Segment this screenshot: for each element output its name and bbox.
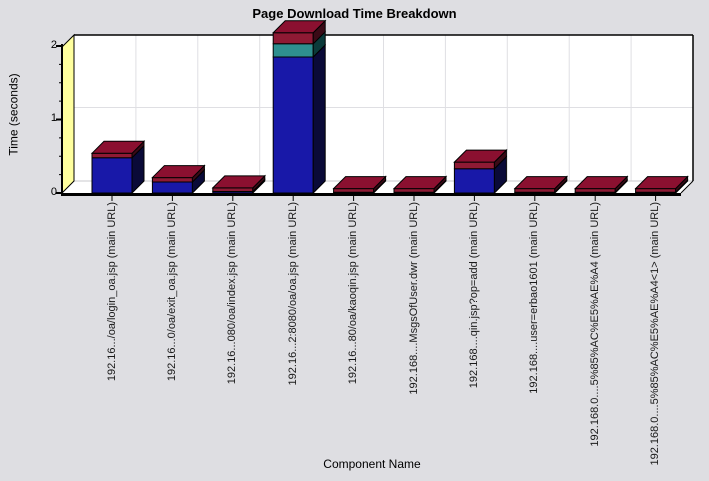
bar-7-maroon-front <box>453 161 495 170</box>
y-tick-label-1: 1 <box>50 112 57 124</box>
category-label-8: 192.168....user=erbao1601 (main URL) <box>528 202 541 394</box>
bar-9-maroon-front <box>574 188 616 193</box>
floor-right-edge <box>680 180 694 194</box>
bar-6-maroon-front <box>393 188 435 193</box>
bar-4-maroon-front <box>272 32 314 45</box>
bar-7-maroon-top <box>453 149 508 163</box>
bar-3-maroon-front <box>212 187 254 193</box>
bar-10-maroon-front <box>635 188 677 193</box>
bar-1-maroon-top <box>90 140 146 154</box>
bar-8-maroon-top <box>513 176 569 190</box>
category-label-3: 192.16...080/oa/index.jsp (main URL) <box>226 202 239 385</box>
bar-4-blue-side <box>312 43 326 195</box>
left-wall <box>61 33 75 195</box>
chart-title: Page Download Time Breakdown <box>252 6 457 21</box>
category-label-4: 192.16...2:8080/oa/oa.jsp (main URL) <box>286 202 299 386</box>
bar-4-maroon-top <box>271 20 327 34</box>
bar-3-maroon-top <box>211 175 267 189</box>
bar-2-blue-front <box>151 181 193 194</box>
bar-2-maroon-top <box>151 165 206 179</box>
category-label-5: 192.16...80/oa/kaoqin.jsp (main URL) <box>347 202 360 385</box>
bar-5-maroon-front <box>333 188 375 193</box>
bar-10-maroon-top <box>634 176 689 190</box>
bar-9-maroon-top <box>573 176 629 190</box>
category-label-10: 192.168.0....5%85%AC%E5%AE%A4<1> (main U… <box>649 202 662 466</box>
bar-1-blue-front <box>91 157 133 194</box>
category-label-1: 192.16.../oa/login_oa.jsp (main URL) <box>105 202 118 382</box>
x-axis-title: Component Name <box>323 457 421 471</box>
y-tick-label-2: 2 <box>50 39 57 51</box>
bar-4-blue-front <box>272 56 314 194</box>
category-label-2: 192.16...0/oa/exit_oa.jsp (main URL) <box>165 202 178 382</box>
plot-interior <box>62 35 693 193</box>
bar-6-maroon-top <box>392 176 448 190</box>
bar-1-maroon-front <box>91 152 133 159</box>
bar-5-maroon-top <box>332 176 387 190</box>
bar-8-maroon-front <box>514 188 556 193</box>
bar-2-maroon-front <box>151 177 193 183</box>
category-label-9: 192.168.0....5%85%AC%E5%AE%A4 (main URL) <box>588 202 601 447</box>
y-tick-label-0: 0 <box>50 186 57 198</box>
bar-7-blue-front <box>453 168 495 194</box>
category-label-7: 192.168....qin.jsp?op=add (main URL) <box>467 202 480 389</box>
bar-4-teal-front <box>272 43 314 58</box>
category-label-6: 192.168....MsgsOfUser.dwr (main URL) <box>407 202 420 395</box>
